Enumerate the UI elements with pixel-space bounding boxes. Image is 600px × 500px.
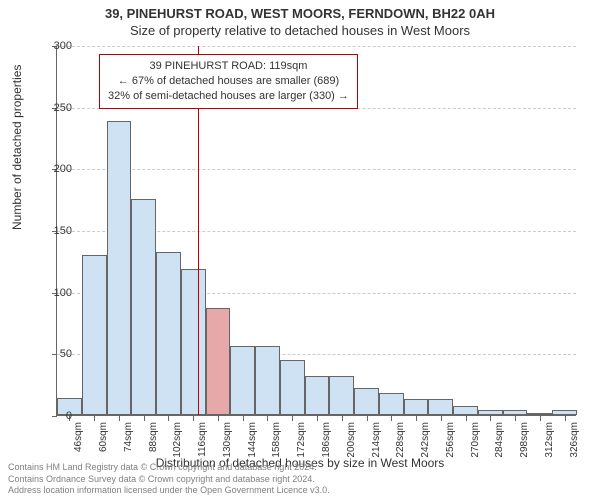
x-tick-mark [391,416,392,421]
x-tick-mark [416,416,417,421]
x-tick-label: 214sqm [371,422,382,458]
x-tick-label: 326sqm [569,422,580,458]
footer-line: Address location information licensed un… [8,485,330,496]
y-axis-label: Number of detached properties [10,65,24,230]
histogram-bar [404,399,429,415]
x-tick-mark [565,416,566,421]
y-tick-label: 0 [32,410,72,422]
histogram-bar [453,406,478,415]
histogram-bar [329,376,354,415]
histogram-bar [131,199,156,415]
x-tick-label: 186sqm [321,422,332,458]
x-tick-label: 298sqm [519,422,530,458]
x-tick-mark [292,416,293,421]
x-tick-label: 46sqm [73,422,84,452]
x-tick-mark [267,416,268,421]
x-tick-label: 242sqm [420,422,431,458]
histogram-bar [156,252,181,415]
histogram-bar [305,376,330,415]
x-tick-mark [466,416,467,421]
annotation-line: 32% of semi-detached houses are larger (… [108,89,349,104]
x-tick-mark [193,416,194,421]
x-tick-mark [540,416,541,421]
x-tick-mark [94,416,95,421]
x-tick-label: 256sqm [445,422,456,458]
annotation-line: ← 67% of detached houses are smaller (68… [108,74,349,89]
gridline [57,169,576,170]
x-tick-mark [342,416,343,421]
footer-line: Contains HM Land Registry data © Crown c… [8,462,330,473]
x-tick-label: 102sqm [172,422,183,458]
footer-attribution: Contains HM Land Registry data © Crown c… [8,462,330,496]
histogram-bar [478,410,503,415]
histogram-bar [230,346,255,415]
gridline [57,46,576,47]
histogram-bar [181,269,206,415]
x-tick-label: 200sqm [346,422,357,458]
x-tick-label: 144sqm [247,422,258,458]
histogram-bar [428,399,453,415]
chart-title-main: 39, PINEHURST ROAD, WEST MOORS, FERNDOWN… [0,0,600,21]
y-tick-label: 100 [32,287,72,299]
histogram-bar [280,360,305,416]
x-tick-label: 74sqm [123,422,134,452]
chart-title-sub: Size of property relative to detached ho… [0,21,600,38]
x-tick-label: 116sqm [197,422,208,457]
x-tick-label: 88sqm [148,422,159,452]
x-tick-mark [490,416,491,421]
x-tick-mark [515,416,516,421]
x-tick-label: 312sqm [544,422,555,458]
x-tick-mark [243,416,244,421]
histogram-bar [82,255,107,415]
plot-area: 46sqm60sqm74sqm88sqm102sqm116sqm130sqm14… [56,46,576,416]
histogram-bar [503,410,528,415]
histogram-bar [206,308,231,415]
annotation-box: 39 PINEHURST ROAD: 119sqm← 67% of detach… [99,54,358,109]
histogram-bar [552,410,577,415]
x-tick-label: 172sqm [296,422,307,458]
x-tick-label: 130sqm [222,422,233,458]
annotation-line: 39 PINEHURST ROAD: 119sqm [108,59,349,74]
histogram-bar [107,121,132,415]
x-tick-mark [144,416,145,421]
x-tick-mark [218,416,219,421]
x-tick-label: 60sqm [98,422,109,452]
x-tick-label: 158sqm [271,422,282,458]
y-tick-label: 150 [32,225,72,237]
x-tick-mark [119,416,120,421]
histogram-bar [255,346,280,415]
x-tick-mark [441,416,442,421]
histogram-bar [379,393,404,415]
y-tick-label: 250 [32,102,72,114]
y-tick-label: 300 [32,40,72,52]
footer-line: Contains Ordnance Survey data © Crown co… [8,474,330,485]
y-tick-label: 200 [32,163,72,175]
histogram-chart: 46sqm60sqm74sqm88sqm102sqm116sqm130sqm14… [56,46,576,416]
y-tick-label: 50 [32,348,72,360]
x-tick-label: 228sqm [395,422,406,458]
x-tick-mark [168,416,169,421]
x-tick-label: 270sqm [470,422,481,458]
x-tick-label: 284sqm [494,422,505,458]
x-tick-mark [317,416,318,421]
x-tick-mark [367,416,368,421]
histogram-bar [527,413,552,415]
histogram-bar [354,388,379,415]
